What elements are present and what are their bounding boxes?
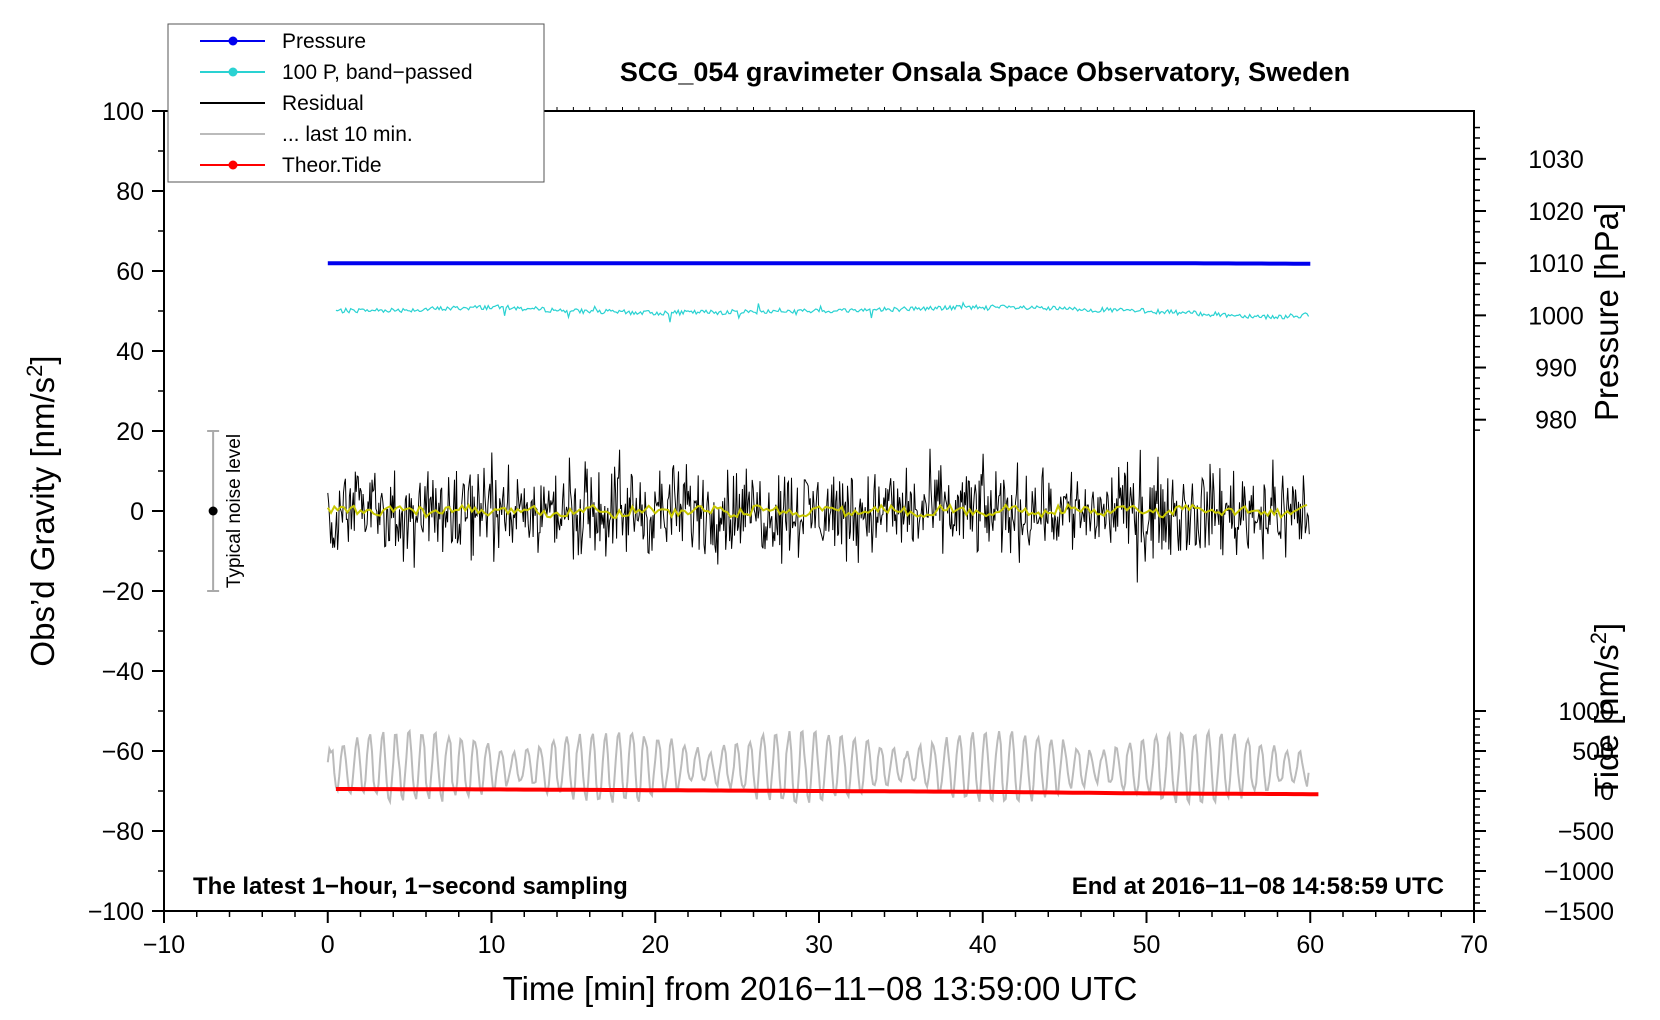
- footnote-left: The latest 1−hour, 1−second sampling: [193, 873, 628, 900]
- tide-tick-label: −1500: [1544, 898, 1614, 926]
- y-tick-label: 40: [116, 338, 144, 366]
- tide-tick-label: 1000: [1558, 698, 1614, 726]
- theoretical-tide-series-line: [335, 787, 1319, 797]
- x-axis: −10 0 10 20 30 40 50 60 70: [143, 107, 1488, 959]
- noise-indicator: Typical noise level: [207, 430, 245, 592]
- tide-tick-label: 500: [1572, 738, 1614, 766]
- pressure-tick-label: 1010: [1528, 250, 1584, 278]
- tide-tick-label: −500: [1558, 818, 1614, 846]
- noise-label: Typical noise level: [224, 434, 245, 588]
- last-10-min-series-line: [326, 727, 1310, 807]
- x-axis-title: Time [min] from 2016−11−08 13:59:00 UTC: [503, 970, 1138, 1007]
- y-axis-left-title-main: Obs’d Gravity [nm/s: [24, 377, 61, 667]
- y-axis-tide-title-sup: 2: [1586, 632, 1611, 644]
- legend-label: Theor.Tide: [282, 154, 382, 177]
- residual-series-line: [327, 448, 1310, 583]
- y-tick-label: −80: [102, 818, 144, 846]
- y-axis-pressure: 980 990 1000 1010 1020 1030: [1474, 126, 1584, 435]
- x-tick-label: 60: [1296, 931, 1324, 959]
- y-axis-tide: −1500 −1000 −500 0 500 1000: [1474, 698, 1614, 926]
- pressure-tick-label: 1000: [1528, 302, 1584, 330]
- pressure-series-line: [327, 261, 1311, 266]
- tide-tick-label: −1000: [1544, 858, 1614, 886]
- y-tick-label: 80: [116, 178, 144, 206]
- y-tick-label: −60: [102, 738, 144, 766]
- y-axis-tide-title-end: ]: [1588, 623, 1625, 632]
- y-tick-label: 100: [102, 98, 144, 126]
- legend-label: ... last 10 min.: [282, 123, 413, 146]
- y-axis-left-title: Obs’d Gravity [nm/s2]: [22, 355, 61, 666]
- legend: Pressure 100 P, band−passed Residual ... la…: [167, 23, 545, 183]
- legend-marker: [228, 160, 238, 170]
- bandpassed-pressure-series-line: [335, 301, 1310, 323]
- y-axis-tide-title-main: Tide [nm/s: [1588, 644, 1625, 797]
- pressure-tick-label: 1030: [1528, 146, 1584, 174]
- x-tick-label: 20: [641, 931, 669, 959]
- pressure-tick-label: 980: [1535, 407, 1577, 435]
- pressure-tick-label: 1020: [1528, 198, 1584, 226]
- chart-title: SCG_054 gravimeter Onsala Space Observat…: [620, 57, 1350, 87]
- x-tick-label: 70: [1460, 931, 1488, 959]
- footnote-right: End at 2016−11−08 14:58:59 UTC: [1072, 873, 1444, 900]
- y-tick-label: −100: [88, 898, 144, 926]
- y-tick-label: 20: [116, 418, 144, 446]
- y-tick-label: 60: [116, 258, 144, 286]
- legend-label: Residual: [282, 92, 364, 115]
- tide-tick-label: 0: [1600, 778, 1614, 806]
- y-axis-left-title-end: ]: [24, 355, 61, 364]
- y-axis-tide-title: Tide [nm/s2]: [1586, 623, 1625, 797]
- y-tick-label: −20: [102, 578, 144, 606]
- noise-center-dot: [208, 506, 218, 516]
- x-tick-label: 30: [805, 931, 833, 959]
- legend-label: 100 P, band−passed: [282, 61, 473, 84]
- pressure-tick-label: 990: [1535, 355, 1577, 383]
- y-tick-label: −40: [102, 658, 144, 686]
- x-tick-label: 40: [969, 931, 997, 959]
- x-tick-label: 50: [1133, 931, 1161, 959]
- x-tick-label: 0: [321, 931, 335, 959]
- legend-marker: [228, 36, 238, 46]
- x-tick-label: 10: [478, 931, 506, 959]
- y-tick-label: 0: [130, 498, 144, 526]
- legend-label: Pressure: [282, 30, 366, 53]
- legend-marker: [228, 67, 238, 77]
- y-axis-pressure-title: Pressure [hPa]: [1588, 203, 1625, 421]
- y-axis-left-title-sup: 2: [22, 365, 47, 377]
- y-axis-left: −100 −80 −60 −40 −20 0 20 40 60 80 100: [88, 98, 164, 926]
- legend-entries: Pressure 100 P, band−passed Residual ... la…: [200, 30, 473, 177]
- series-layer: [326, 261, 1319, 807]
- residual-smoothed-series-line: [326, 502, 1308, 520]
- x-tick-label: −10: [143, 931, 185, 959]
